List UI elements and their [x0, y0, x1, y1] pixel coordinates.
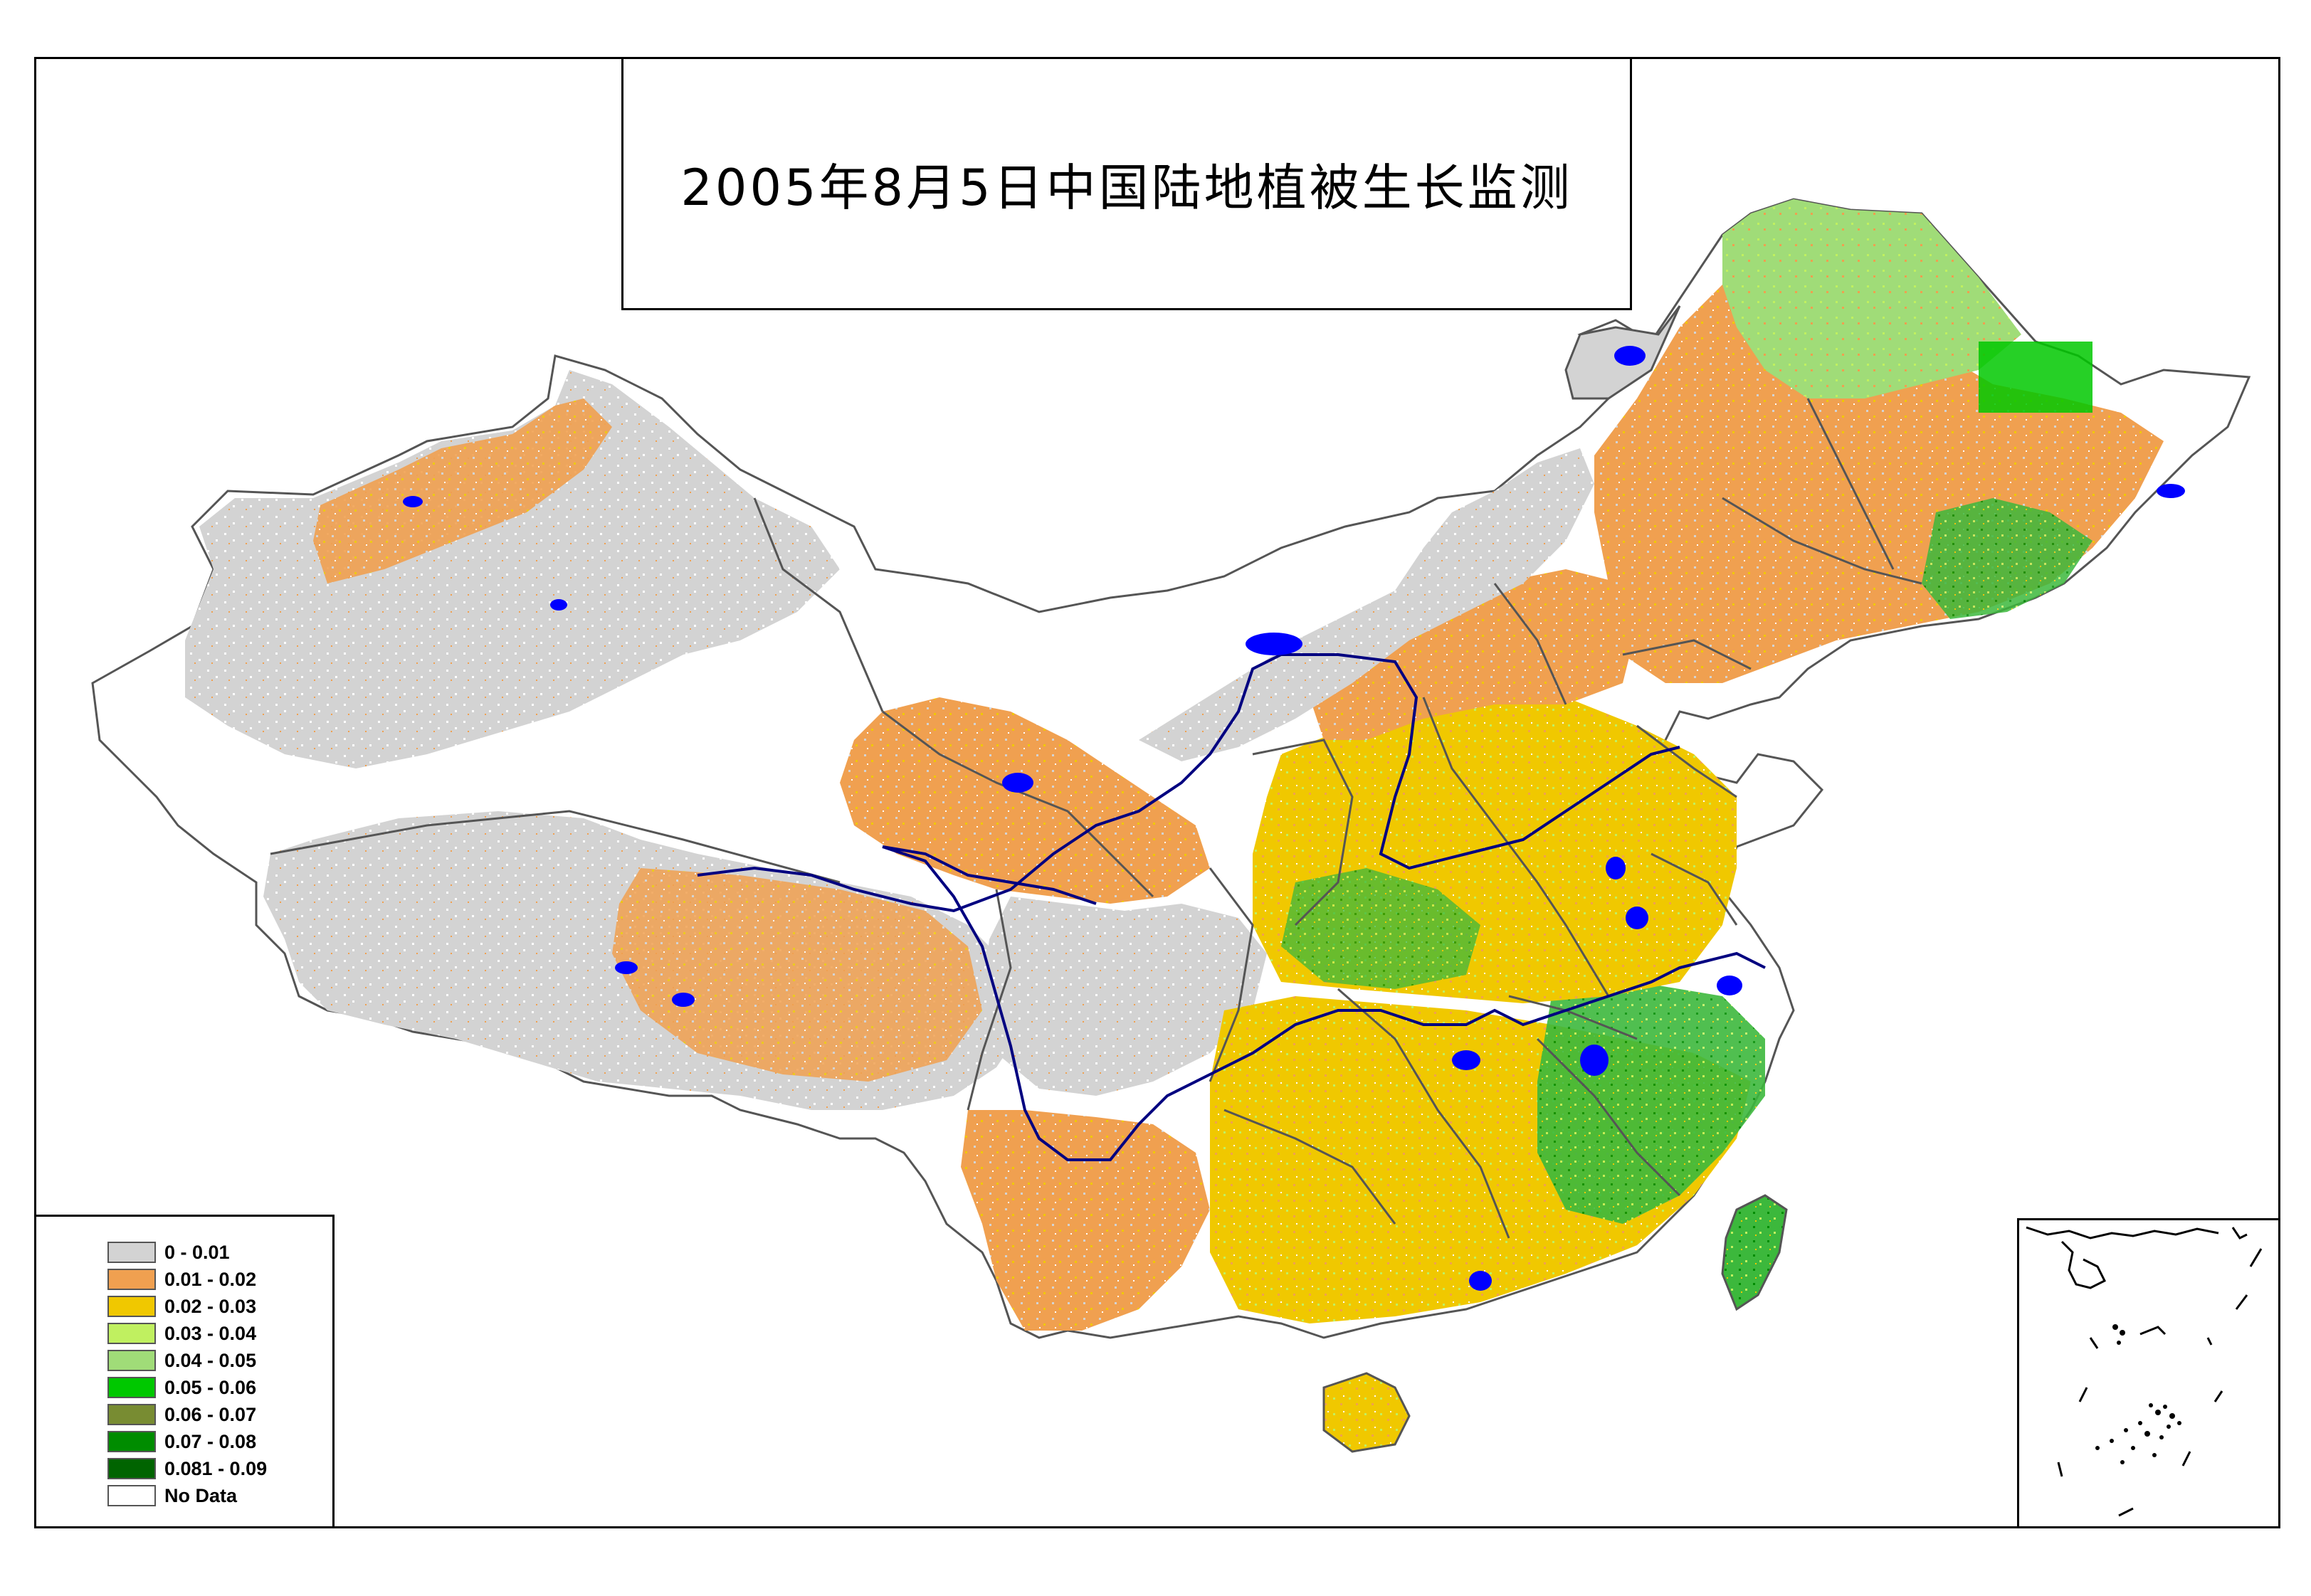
legend-item: 0.081 - 0.09 — [107, 1456, 267, 1481]
legend-item: 0 - 0.01 — [107, 1240, 230, 1265]
legend-label: 0.01 - 0.02 — [164, 1268, 257, 1290]
legend-swatch — [107, 1431, 156, 1452]
legend-label: 0.03 - 0.04 — [164, 1322, 257, 1344]
legend-item: 0.05 - 0.06 — [107, 1375, 256, 1400]
region-northeast-green — [1922, 498, 2092, 619]
region-xinjiang-orange — [313, 398, 612, 583]
title-box: 2005年8月5日中国陆地植被生长监测 — [621, 57, 1632, 310]
lake-xingkai — [2157, 484, 2185, 498]
lake-qinghai — [1002, 773, 1033, 793]
legend-swatch — [107, 1377, 156, 1398]
lake-south — [1469, 1271, 1492, 1291]
province-boundaries — [270, 398, 1922, 1239]
legend-item: 0.03 - 0.04 — [107, 1321, 256, 1346]
map-title: 2005年8月5日中国陆地植被生长监测 — [680, 158, 1573, 217]
lake-sayram — [550, 599, 567, 611]
legend-swatch — [107, 1404, 156, 1425]
lake-ulungur — [403, 496, 423, 507]
region-inner-mongolia — [1139, 448, 1594, 761]
legend-label: 0.07 - 0.08 — [164, 1430, 257, 1452]
legend-swatch — [107, 1350, 156, 1371]
region-southeast-green — [1537, 982, 1765, 1224]
legend-label: No Data — [164, 1484, 238, 1506]
legend-swatch — [107, 1458, 156, 1479]
legend-swatch — [107, 1485, 156, 1506]
region-northeast-lightgreen — [1722, 199, 2021, 398]
yangtze-river — [882, 845, 1766, 1161]
region-north-china — [1310, 569, 1637, 740]
region-sichuan — [982, 897, 1267, 1096]
lake-tibet-1 — [615, 961, 638, 974]
legend-label: 0.05 - 0.06 — [164, 1376, 257, 1398]
region-hainan — [1322, 1372, 1411, 1453]
lake-tai — [1717, 976, 1742, 995]
inset-map — [2026, 1226, 2263, 1517]
legend-item: 0.07 - 0.08 — [107, 1429, 256, 1454]
rivers — [697, 653, 1766, 1161]
yellow-river — [697, 653, 1680, 913]
lake-tibet-2 — [672, 993, 695, 1007]
legend-label: 0.081 - 0.09 — [164, 1457, 268, 1479]
legend-label: 0.06 - 0.07 — [164, 1403, 257, 1425]
lake-hongze — [1626, 907, 1648, 929]
legend-item: 0.01 - 0.02 — [107, 1267, 256, 1292]
lake-hulun — [1614, 346, 1646, 366]
legend-label: 0 - 0.01 — [164, 1241, 230, 1263]
legend-item: 0.04 - 0.05 — [107, 1348, 256, 1373]
lake-poyang — [1580, 1045, 1609, 1076]
region-northeast-bright-green — [1979, 342, 2092, 413]
region-taiwan — [1721, 1194, 1788, 1311]
river-branch — [882, 845, 1097, 905]
legend-item: 0.06 - 0.07 — [107, 1402, 256, 1427]
lake-dongting — [1452, 1050, 1480, 1070]
south-china-sea-inset — [2017, 1218, 2280, 1528]
region-central-green — [1281, 868, 1480, 989]
lakes — [403, 346, 2185, 1291]
region-yunnan — [961, 1110, 1210, 1331]
lake-weishan — [1606, 857, 1626, 879]
legend: 0 - 0.01 0.01 - 0.02 0.02 - 0.03 0.03 - … — [34, 1215, 335, 1528]
legend-label: 0.04 - 0.05 — [164, 1349, 257, 1371]
legend-item: 0.02 - 0.03 — [107, 1294, 256, 1319]
region-tibet-orange — [612, 868, 982, 1082]
legend-label: 0.02 - 0.03 — [164, 1295, 257, 1317]
legend-swatch — [107, 1296, 156, 1317]
lake-wuliangsu — [1246, 633, 1302, 655]
region-xinjiang — [185, 370, 840, 768]
legend-item: No Data — [107, 1483, 237, 1508]
legend-swatch — [107, 1323, 156, 1344]
legend-swatch — [107, 1242, 156, 1263]
legend-swatch — [107, 1269, 156, 1290]
